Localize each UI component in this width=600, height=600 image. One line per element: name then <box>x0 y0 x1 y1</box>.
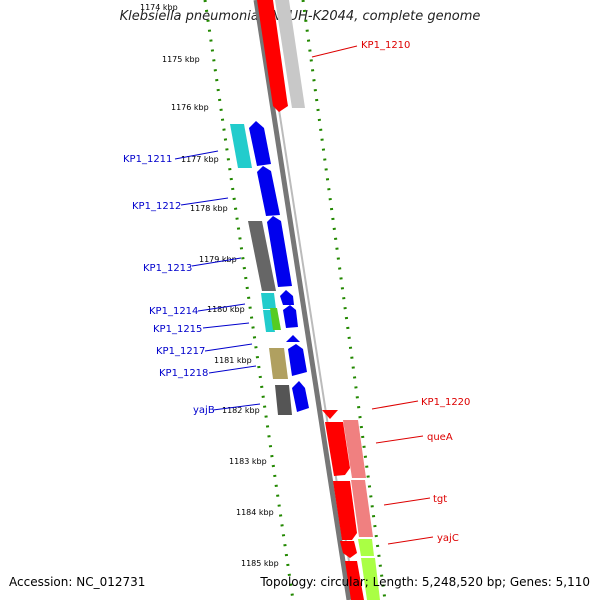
cds-kp1-1211-overlay <box>230 124 252 168</box>
topology-label: Topology: circular; Length: 5,248,520 bp… <box>260 575 590 589</box>
cds-yajd <box>345 561 364 600</box>
right-tick-ruler <box>301 0 387 600</box>
left-tick-ruler <box>203 0 295 600</box>
tick-label: 1178 kbp <box>190 204 228 213</box>
tick-label: 1176 kbp <box>171 103 209 112</box>
map-title: Klebsiella pneumoniae NTUH-K2044, comple… <box>119 9 481 24</box>
genome-backbone-outer <box>253 0 352 600</box>
cds-tgt[interactable] <box>333 481 357 540</box>
cds-kp1-1213-overlay <box>248 221 276 291</box>
cds-kp1-1214-overlay <box>261 293 276 309</box>
tick-label: 1184 kbp <box>236 508 274 517</box>
gene-labels: KP1_1211 KP1_1212 KP1_1213 KP1_1214 KP1_1215… <box>123 40 470 544</box>
tick-label: 1175 kbp <box>162 55 200 64</box>
gene-label-kp1-1214[interactable]: KP1_1214 <box>149 306 198 317</box>
tick-label: 1182 kbp <box>222 406 260 415</box>
cds-kp1-1215[interactable] <box>283 305 298 328</box>
tick-label: 1185 kbp <box>241 559 279 568</box>
cds-kp1-1214[interactable] <box>280 290 294 305</box>
gene-label-yajb[interactable]: yajB <box>193 405 215 416</box>
gene-label-yajc[interactable]: yajC <box>437 533 459 544</box>
cds-kp1-1210-overlay <box>275 0 305 108</box>
cds-kp1-1218[interactable] <box>288 344 307 376</box>
forward-cds-track <box>230 121 309 415</box>
gene-label-quea[interactable]: queA <box>427 432 453 443</box>
gene-label-tgt[interactable]: tgt <box>433 494 447 505</box>
accession-label: Accession: NC_012731 <box>9 575 146 589</box>
tick-label: 1180 kbp <box>207 305 245 314</box>
cds-kp1-1211[interactable] <box>249 121 271 166</box>
cds-quea[interactable] <box>325 422 350 476</box>
tick-label: 1183 kbp <box>229 457 267 466</box>
cds-yajc[interactable] <box>340 541 357 558</box>
gene-label-kp1-1217[interactable]: KP1_1217 <box>156 346 205 357</box>
cds-tgt-overlay <box>351 480 373 537</box>
label-connectors <box>174 45 434 545</box>
tick-labels: 1174 kbp 1175 kbp 1176 kbp 1177 kbp 1178 kbp… <box>140 3 279 568</box>
reverse-cds-track <box>257 0 380 600</box>
cds-yajc-overlay <box>358 539 374 556</box>
cds-kp1-1217[interactable] <box>286 335 300 342</box>
gene-label-kp1-1211[interactable]: KP1_1211 <box>123 154 172 165</box>
gene-label-kp1-1220[interactable]: KP1_1220 <box>421 397 470 408</box>
cds-kp1-1210[interactable] <box>257 0 288 112</box>
cds-yajd-overlay <box>361 558 380 600</box>
cds-kp1-1218-overlay <box>269 348 288 379</box>
gene-label-kp1-1213[interactable]: KP1_1213 <box>143 263 192 274</box>
gene-label-kp1-1215[interactable]: KP1_1215 <box>153 324 202 335</box>
cds-kp1-1213[interactable] <box>267 216 292 287</box>
gene-label-kp1-1212[interactable]: KP1_1212 <box>132 201 181 212</box>
gene-label-kp1-1218[interactable]: KP1_1218 <box>159 368 208 379</box>
cds-yajb[interactable] <box>292 381 309 412</box>
cds-kp1-1212[interactable] <box>257 166 280 216</box>
tick-label: 1177 kbp <box>181 155 219 164</box>
cds-kp1-1220-marker <box>322 410 338 419</box>
cds-yajb-overlay <box>275 385 292 415</box>
tick-label: 1181 kbp <box>214 356 252 365</box>
gene-label-kp1-1210[interactable]: KP1_1210 <box>361 40 410 51</box>
cds-kp1-1215-overlay-b <box>270 308 281 330</box>
cds-quea-overlay <box>343 420 366 478</box>
tick-label: 1179 kbp <box>199 255 237 264</box>
tick-label: 1174 kbp <box>140 3 178 12</box>
